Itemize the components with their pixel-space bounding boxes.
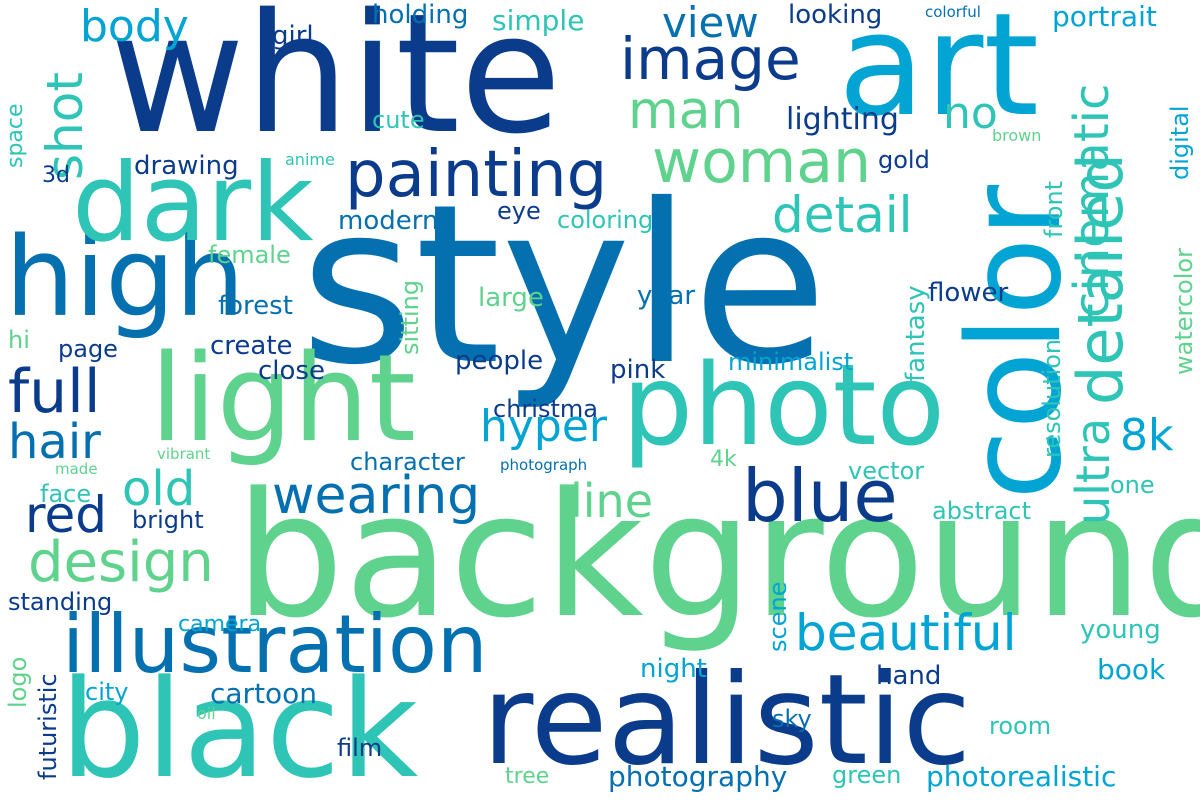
word-style: style <box>300 157 828 413</box>
word-female: female <box>208 241 291 269</box>
word-standing: standing <box>8 588 113 616</box>
word-year: year <box>637 281 696 311</box>
word-character: character <box>350 448 465 476</box>
word-8k: 8k <box>1120 410 1174 461</box>
word-hyper: hyper <box>480 401 608 452</box>
word-night: night <box>640 654 707 684</box>
word-line: line <box>570 474 654 528</box>
word-photograph: photograph <box>500 456 588 474</box>
word-photorealistic: photorealistic <box>926 760 1117 793</box>
word-gold: gold <box>878 146 930 174</box>
word-lighting: lighting <box>786 102 899 137</box>
word-full: full <box>8 357 101 427</box>
word-black: black <box>60 651 419 800</box>
word-front: front <box>1040 180 1068 238</box>
word-realistic: realistic <box>482 648 972 793</box>
word-white: white <box>110 0 562 170</box>
word-cartoon: cartoon <box>210 677 318 710</box>
word-hi: hi <box>8 326 30 354</box>
word-brown: brown <box>992 126 1042 145</box>
word-futuristic: futuristic <box>34 673 62 780</box>
word-man: man <box>628 81 744 141</box>
word-photography: photography <box>608 760 788 793</box>
word-hair: hair <box>8 414 101 470</box>
word-people: people <box>455 346 544 376</box>
word-woman: woman <box>652 127 872 197</box>
word-modern: modern <box>338 206 439 236</box>
word-portrait: portrait <box>1052 0 1157 33</box>
word-scene: scene <box>764 581 792 652</box>
word-drawing: drawing <box>134 151 239 181</box>
word-body: body <box>80 1 189 52</box>
word-photo: photo <box>622 341 946 471</box>
word-city: city <box>85 678 129 706</box>
word-forest: forest <box>218 291 293 321</box>
word-space: space <box>3 103 28 168</box>
word-vibrant: vibrant <box>157 445 211 463</box>
word-no: no <box>943 88 998 139</box>
word-illustration: illustration <box>62 598 488 691</box>
word-background: background <box>235 455 1200 656</box>
word-tree: tree <box>505 764 550 789</box>
word-simple: simple <box>492 4 585 37</box>
word-cinematic: cinematic <box>1064 83 1120 318</box>
word-detail: detail <box>772 186 913 244</box>
word-face: face <box>40 480 92 508</box>
word-high: high <box>5 213 245 341</box>
word-girl: girl <box>272 21 314 51</box>
word-abstract: abstract <box>932 497 1032 525</box>
word-coloring: coloring <box>557 206 654 234</box>
word-film: film <box>337 734 383 762</box>
word-oil: oil <box>197 704 216 723</box>
word-christma: christma <box>493 395 598 423</box>
word-sky: sky <box>772 705 812 733</box>
word-image: image <box>620 25 801 93</box>
word-design: design <box>28 530 214 595</box>
word-room: room <box>989 712 1052 740</box>
word-red: red <box>25 486 107 544</box>
word-watercolor: watercolor <box>1170 248 1198 375</box>
word-art: art <box>838 0 1040 148</box>
word-digital: digital <box>1166 105 1194 180</box>
word-eye: eye <box>497 197 541 225</box>
word-light: light <box>150 330 416 469</box>
word-colorful: colorful <box>925 3 981 21</box>
word-vector: vector <box>848 457 925 485</box>
word-beautiful: beautiful <box>795 604 1017 662</box>
word-close: close <box>258 356 325 386</box>
word-one: one <box>1110 471 1155 499</box>
word-hand: hand <box>876 661 942 691</box>
word-book: book <box>1097 653 1166 686</box>
word-4k: 4k <box>710 447 737 472</box>
word-wearing: wearing <box>272 466 481 526</box>
word-create: create <box>210 331 293 361</box>
word-holding: holding <box>372 0 469 30</box>
word-made: made <box>55 460 98 478</box>
word-sitting: sitting <box>396 279 424 355</box>
word-old: old <box>122 461 196 517</box>
word-fantasy: fantasy <box>901 285 931 382</box>
word-flower: flower <box>928 278 1009 308</box>
word-painting: painting <box>345 138 608 212</box>
word-anime: anime <box>285 150 335 169</box>
word-blue: blue <box>742 454 898 538</box>
word-bright: bright <box>132 506 204 534</box>
word-minimalist: minimalist <box>728 348 854 376</box>
word-resolution: resolution <box>1038 338 1066 458</box>
word-logo: logo <box>4 656 32 708</box>
word-dark: dark <box>72 141 314 266</box>
word-page: page <box>58 335 118 363</box>
word-green: green <box>832 761 902 789</box>
word-view: view <box>662 0 759 47</box>
word-large: large <box>478 283 544 313</box>
word-young: young <box>1080 615 1161 645</box>
word-pink: pink <box>610 355 666 385</box>
word-camera: camera <box>178 612 262 637</box>
word-3d: 3d <box>42 163 70 188</box>
word-looking: looking <box>788 0 883 30</box>
word-cute: cute <box>372 106 425 134</box>
